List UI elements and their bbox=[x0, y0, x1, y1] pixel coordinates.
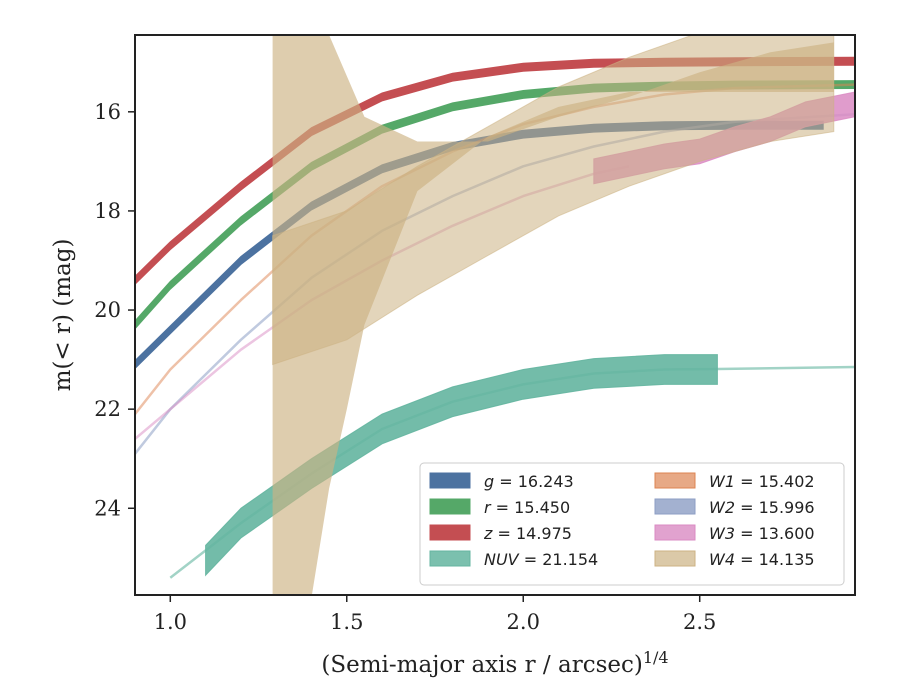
legend-label: NUV = 21.154 bbox=[484, 550, 598, 569]
legend-swatch bbox=[429, 550, 471, 567]
plot-frame bbox=[134, 34, 856, 596]
legend-label: W1 = 15.402 bbox=[709, 472, 815, 491]
legend-item-w1: W1 = 15.402 bbox=[654, 472, 815, 491]
legend-item-w3: W3 = 13.600 bbox=[654, 524, 815, 543]
legend-item-nuv: NUV = 21.154 bbox=[429, 550, 598, 569]
legend-item-g: g = 16.243 bbox=[429, 472, 574, 491]
x-axis-title: (Semi-major axis r / arcsec)1/4 bbox=[321, 648, 668, 678]
x-tick-label: 1.5 bbox=[330, 610, 363, 634]
x-tick-label: 1.0 bbox=[154, 610, 187, 634]
y-tick-label: 22 bbox=[94, 397, 121, 421]
x-tick-label: 2.5 bbox=[683, 610, 716, 634]
legend-swatch bbox=[429, 498, 471, 515]
y-axis: 16 18 20 22 24 bbox=[94, 100, 135, 520]
y-tick-label: 24 bbox=[94, 496, 121, 520]
y-axis-title: m(< r) (mag) bbox=[50, 239, 76, 392]
y-tick-label: 16 bbox=[94, 100, 121, 124]
legend-label: W3 = 13.600 bbox=[709, 524, 815, 543]
legend-label: z = 14.975 bbox=[483, 524, 572, 543]
legend-label: r = 15.450 bbox=[484, 498, 570, 517]
x-axis: 1.0 1.5 2.0 2.5 bbox=[154, 595, 716, 634]
x-axis-title-superscript: 1/4 bbox=[643, 648, 669, 667]
legend-swatch bbox=[654, 550, 696, 567]
legend-item-w2: W2 = 15.996 bbox=[654, 498, 815, 517]
legend-label: W2 = 15.996 bbox=[709, 498, 815, 517]
y-tick-label: 18 bbox=[94, 199, 121, 223]
legend-swatch bbox=[654, 472, 696, 489]
x-tick-label: 2.0 bbox=[507, 610, 540, 634]
legend-label: W4 = 14.135 bbox=[709, 550, 815, 569]
legend-swatch bbox=[654, 498, 696, 515]
series-layer bbox=[135, 35, 855, 595]
legend-swatch bbox=[429, 472, 471, 489]
legend-box bbox=[419, 462, 845, 586]
legend-swatch bbox=[654, 524, 696, 541]
legend-item-z: z = 14.975 bbox=[429, 524, 572, 543]
legend-item-r: r = 15.450 bbox=[429, 498, 570, 517]
legend-label: g = 16.243 bbox=[484, 472, 574, 491]
legend: g = 16.243 r = 15.450 z = 14.975 NUV = 21.1… bbox=[419, 462, 845, 586]
legend-swatch bbox=[429, 524, 471, 541]
series-w4-center-band bbox=[272, 35, 835, 366]
y-tick-label: 20 bbox=[94, 298, 121, 322]
legend-item-w4: W4 = 14.135 bbox=[654, 550, 815, 569]
